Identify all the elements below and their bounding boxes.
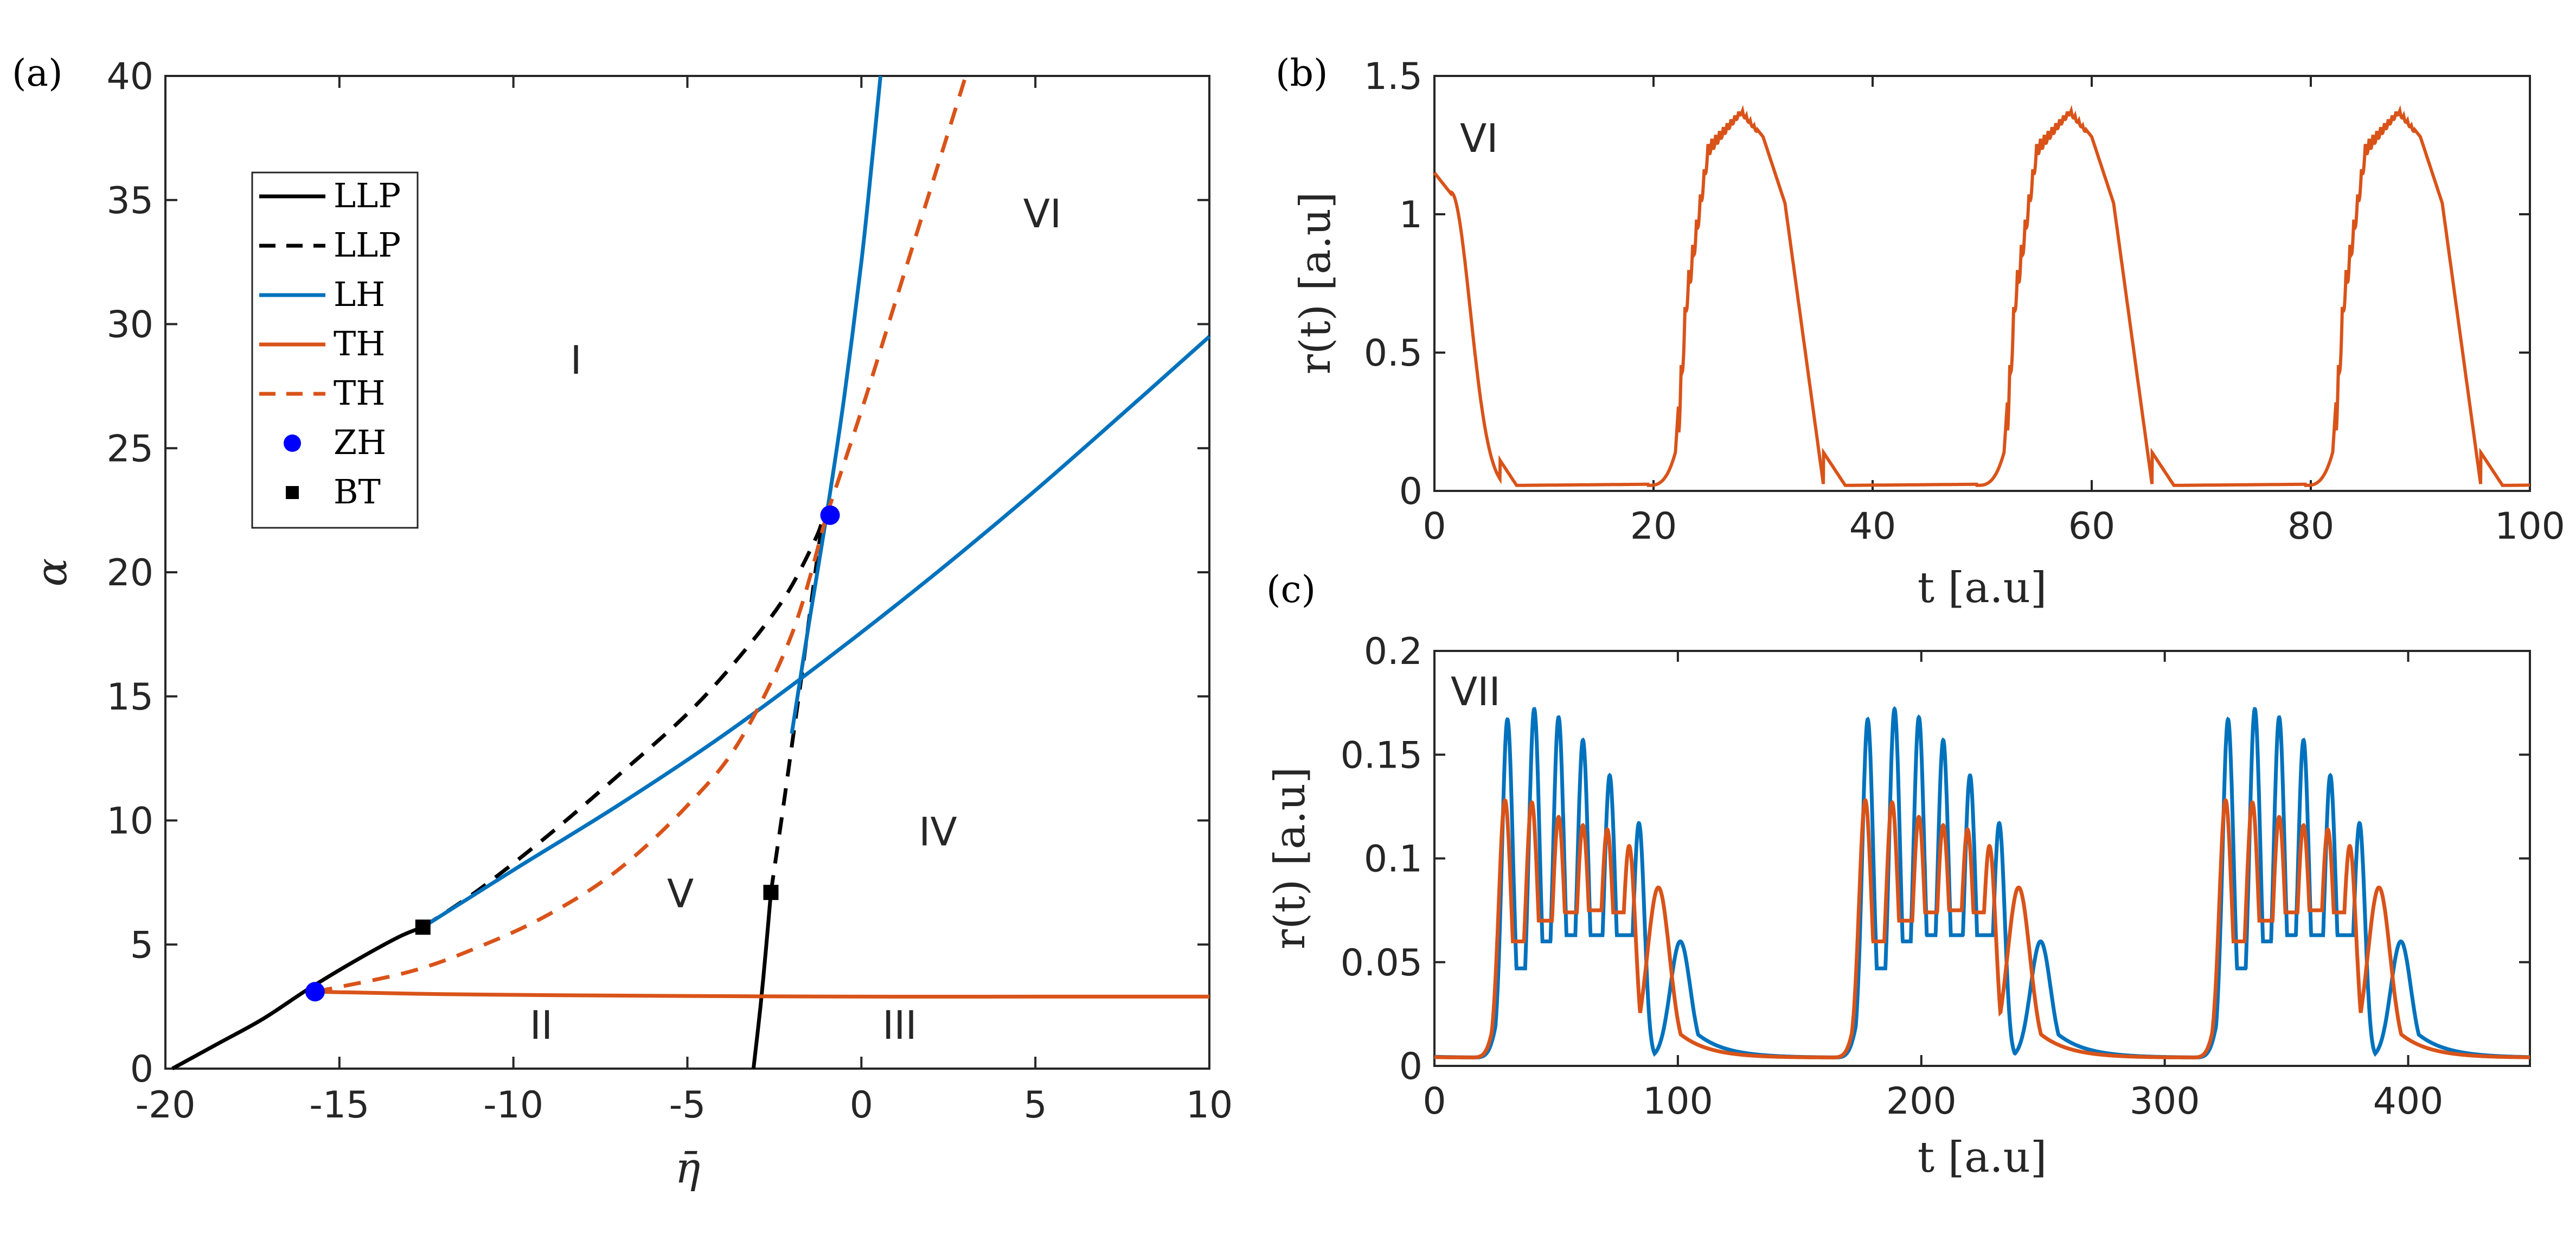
y-tick-label: 0.05 <box>1341 942 1422 985</box>
legend-label: LLP <box>334 225 401 265</box>
region-label: III <box>882 1002 917 1048</box>
y-tick-label: 0.15 <box>1341 734 1422 777</box>
curve-llp-solid-right <box>751 892 773 1069</box>
region-label: II <box>530 1002 553 1048</box>
y-tick-label: 20 <box>106 552 153 595</box>
curve-lh-lower <box>421 335 1211 929</box>
y-tick-label: 0.2 <box>1364 630 1422 673</box>
zh-marker <box>820 505 840 525</box>
region-label: V <box>667 871 694 917</box>
region-label: I <box>571 337 582 383</box>
x-tick-label: 0 <box>850 1084 873 1127</box>
x-tick-label: 100 <box>1643 1080 1713 1123</box>
curve-th-solid <box>315 989 1209 999</box>
y-tick-label: 0 <box>1399 1045 1422 1088</box>
legend-label: ZH <box>334 423 386 462</box>
panel-b-xlabel: t [a.u] <box>1918 564 2047 612</box>
panel-b-axes-box <box>1433 75 2531 492</box>
panel-a-legend: LLP LLP LH TH TH ZH BT <box>251 171 419 529</box>
panel-c-ylabel: r(t) [a.u] <box>1266 767 1315 950</box>
y-tick-label: 1.5 <box>1364 55 1422 98</box>
bt-marker <box>763 885 779 900</box>
y-tick-label: 5 <box>130 924 153 967</box>
x-tick-label: -5 <box>669 1084 706 1127</box>
panel-c-annotation: VII <box>1451 669 1501 714</box>
panel-a-ylabel: α <box>28 558 76 587</box>
panel-b-r-curve <box>1433 105 2530 487</box>
panel-c: (c) VII 0 0.05 0.1 0.15 0.2 0 100 200 300 400 t … <box>1266 568 2531 1182</box>
panel-b-y-ticks: 0 0.5 1 1.5 <box>1364 55 2530 513</box>
panel-b: (b) VI 0 0.5 1 1.5 0 20 40 60 80 100 t [a.u] r(t… <box>1276 52 2565 612</box>
panel-b-annotation: VI <box>1460 116 1498 161</box>
panel-c-label: (c) <box>1266 568 1316 611</box>
bt-marker <box>415 919 431 935</box>
panel-c-orange-curve <box>1434 798 2530 1059</box>
legend-label: LLP <box>334 176 401 215</box>
panel-a-markers <box>305 505 840 1002</box>
zh-marker <box>305 982 325 1002</box>
curve-th-dashed-lower <box>315 514 829 994</box>
y-tick-label: 40 <box>106 55 153 98</box>
legend-swatch <box>284 434 301 452</box>
panel-a-curves <box>171 75 1211 1071</box>
legend-label: BT <box>334 472 381 512</box>
x-tick-label: 20 <box>1630 505 1677 548</box>
x-tick-label: 10 <box>1186 1084 1233 1127</box>
panel-a-x-ticks: -20 -15 -10 -5 0 5 10 <box>135 76 1233 1127</box>
x-tick-label: 0 <box>1422 1080 1446 1123</box>
x-tick-label: 300 <box>2130 1080 2200 1123</box>
panel-b-ylabel: r(t) [a.u] <box>1291 192 1340 375</box>
legend-swatch <box>286 486 299 499</box>
curve-llp-dashed <box>421 514 825 929</box>
legend-label: TH <box>334 373 385 413</box>
x-tick-label: 0 <box>1422 505 1446 548</box>
y-tick-label: 35 <box>106 180 153 222</box>
panel-a-y-ticks: 0 5 10 15 20 25 30 35 40 <box>106 55 1209 1091</box>
x-tick-label: -20 <box>135 1084 195 1127</box>
panel-c-y-ticks: 0 0.05 0.1 0.15 0.2 <box>1341 630 2530 1088</box>
y-tick-label: 0 <box>1399 470 1422 513</box>
y-tick-label: 0.1 <box>1364 838 1422 881</box>
y-tick-label: 25 <box>106 427 153 470</box>
legend-label: LH <box>334 274 385 314</box>
x-tick-label: 400 <box>2373 1080 2444 1123</box>
curve-lh-steep <box>790 75 883 734</box>
x-tick-label: 40 <box>1849 505 1896 548</box>
region-label: VI <box>1023 191 1062 237</box>
legend-label: TH <box>334 324 385 363</box>
y-tick-label: 15 <box>106 676 153 719</box>
x-tick-label: 80 <box>2287 505 2335 548</box>
y-tick-label: 1 <box>1399 194 1422 237</box>
y-tick-label: 10 <box>106 800 153 843</box>
x-tick-label: 60 <box>2068 505 2116 548</box>
legend-box <box>251 171 419 529</box>
panel-b-x-ticks: 0 20 40 60 80 100 <box>1422 76 2565 548</box>
x-tick-label: -15 <box>309 1084 369 1127</box>
panel-a-xlabel: η̄ <box>675 1144 701 1193</box>
x-tick-label: 5 <box>1024 1084 1047 1127</box>
panel-c-xlabel: t [a.u] <box>1918 1133 2047 1182</box>
y-tick-label: 0 <box>130 1048 153 1091</box>
panel-c-x-ticks: 0 100 200 300 400 <box>1422 651 2443 1123</box>
x-tick-label: 200 <box>1886 1080 1957 1123</box>
curve-th-dashed-upper <box>824 75 968 516</box>
y-tick-label: 0.5 <box>1364 332 1422 375</box>
region-label: IV <box>919 809 957 854</box>
x-tick-label: 100 <box>2495 505 2565 548</box>
panel-a-label: (a) <box>12 52 63 95</box>
panel-c-blue-curve <box>1434 706 2530 1059</box>
y-tick-label: 30 <box>106 304 153 347</box>
panel-b-label: (b) <box>1276 52 1328 95</box>
x-tick-label: -10 <box>483 1084 543 1127</box>
